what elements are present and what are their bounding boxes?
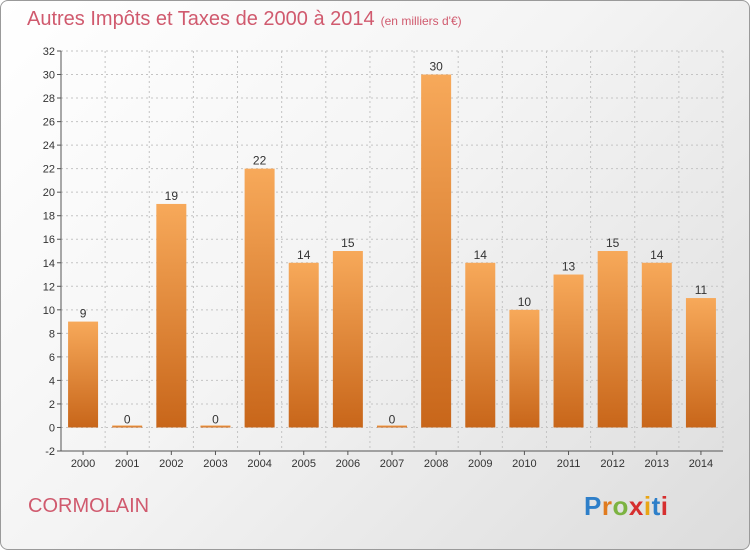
logo-letter: t <box>651 491 661 521</box>
x-tick-label: 2007 <box>380 458 404 470</box>
y-tick-label: 6 <box>49 352 55 364</box>
data-label: 14 <box>297 248 311 262</box>
data-label: 19 <box>165 189 179 203</box>
x-tick-label: 2011 <box>557 458 581 470</box>
x-tick-label: 2014 <box>689 458 713 470</box>
chart-title: Autres Impôts et Taxes de 2000 à 2014 (en… <box>27 8 462 31</box>
y-tick-label: 2 <box>49 399 55 411</box>
y-tick-label: 10 <box>43 305 55 317</box>
data-label: 14 <box>650 248 664 262</box>
logo-letter: o <box>612 491 629 521</box>
y-tick-label: 12 <box>43 281 55 293</box>
x-tick-label: 2012 <box>600 458 624 470</box>
x-tick-label: 2005 <box>291 458 315 470</box>
y-tick-label: -2 <box>45 446 55 458</box>
data-label: 13 <box>562 260 576 274</box>
data-label: 15 <box>341 236 355 250</box>
y-tick-label: 18 <box>43 211 55 223</box>
bar <box>553 274 584 428</box>
location-label: CORMOLAIN <box>28 495 150 517</box>
bar <box>685 298 716 428</box>
chart-subtitle: (en milliers d'€) <box>380 14 462 28</box>
bar <box>597 251 628 428</box>
bar <box>332 251 363 428</box>
bar <box>288 262 319 428</box>
bar <box>200 425 231 428</box>
y-tick-label: 14 <box>43 258 55 270</box>
x-tick-label: 2002 <box>159 458 183 470</box>
data-label: 22 <box>253 154 267 168</box>
x-tick-label: 2004 <box>247 458 271 470</box>
bar <box>509 309 540 428</box>
y-tick-label: 26 <box>43 117 55 129</box>
y-tick-label: 28 <box>43 93 55 105</box>
y-tick-label: 30 <box>43 70 55 82</box>
proxiti-logo: Proxiti <box>584 491 668 522</box>
x-tick-label: 2009 <box>468 458 492 470</box>
logo-letter: P <box>584 491 602 521</box>
y-tick-label: 16 <box>43 234 55 246</box>
bar <box>112 425 143 428</box>
x-tick-label: 2013 <box>645 458 669 470</box>
data-label: 30 <box>429 60 443 74</box>
logo-letter: r <box>601 491 613 521</box>
bar <box>68 321 99 428</box>
x-tick-label: 2001 <box>115 458 139 470</box>
data-label: 15 <box>606 236 620 250</box>
bar <box>421 74 452 428</box>
y-tick-label: 32 <box>43 46 55 58</box>
data-label: 11 <box>695 283 708 297</box>
data-label: 14 <box>474 248 488 262</box>
logo-letter: i <box>643 491 652 521</box>
logo-letter: x <box>628 491 644 521</box>
bar <box>244 168 275 428</box>
data-label: 10 <box>518 295 532 309</box>
y-tick-label: 22 <box>43 164 55 176</box>
x-tick-label: 2010 <box>512 458 536 470</box>
bar <box>377 425 407 428</box>
data-label: 0 <box>124 412 131 426</box>
bars <box>68 74 716 428</box>
y-tick-label: 24 <box>43 140 55 152</box>
x-tick-label: 2000 <box>71 458 95 470</box>
x-tick-label: 2003 <box>203 458 227 470</box>
logo-letter: i <box>660 491 669 521</box>
bar <box>156 203 187 428</box>
x-tick-label: 2006 <box>336 458 360 470</box>
y-tick-label: 4 <box>49 375 55 387</box>
bar <box>465 262 496 428</box>
y-tick-label: 0 <box>49 422 55 434</box>
data-labels: 9 0 19 0 22 14 15 0 30 14 10 13 15 14 11 <box>80 60 708 427</box>
x-tick-label: 2008 <box>424 458 448 470</box>
x-tick-labels: 2000 2001 2002 2003 2004 2005 2006 2007 2008 2009… <box>71 451 713 470</box>
data-label: 0 <box>389 412 396 426</box>
y-tick-label: 8 <box>49 328 55 340</box>
data-label: 0 <box>212 412 219 426</box>
title-text: Autres Impôts et Taxes de 2000 à 2014 <box>27 8 375 30</box>
data-label: 9 <box>80 307 87 321</box>
y-tick-label: 20 <box>43 187 55 199</box>
bar <box>641 262 672 428</box>
